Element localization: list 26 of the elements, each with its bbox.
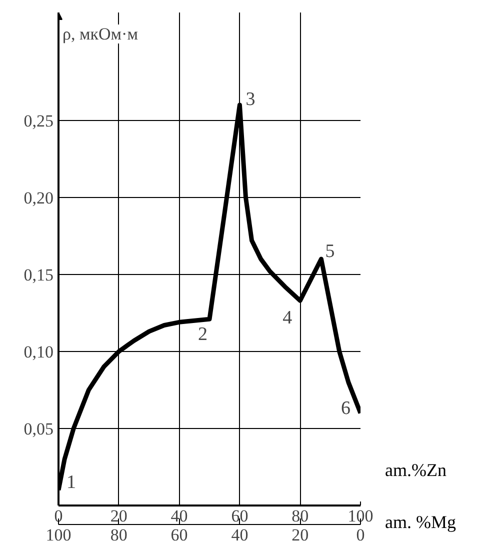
x2-tick-label: 100 xyxy=(46,526,72,543)
x-tick-label: 60 xyxy=(231,506,248,526)
x-axis-title: am.%Zn xyxy=(385,459,446,482)
x-tick-label: 100 xyxy=(348,506,374,526)
x2-tick-label: 20 xyxy=(292,526,309,543)
x2-tick-label: 0 xyxy=(356,526,365,543)
y-tick-label: 0,05 xyxy=(24,419,54,438)
y-axis-title: ρ, мкОм·м xyxy=(62,24,138,44)
y-tick-label: 0,10 xyxy=(24,342,54,362)
x2-tick-label: 40 xyxy=(231,526,248,543)
x2-tick-label: 60 xyxy=(170,526,188,543)
x2-axis-title: am. %Mg xyxy=(385,511,456,534)
annotation: 6 xyxy=(341,398,350,420)
x-tick-label: 20 xyxy=(110,506,128,526)
y-tick-label: 0,20 xyxy=(24,188,54,208)
x-tick-label: 40 xyxy=(170,506,188,526)
annotation: 2 xyxy=(198,324,208,346)
annotation: 1 xyxy=(66,472,76,494)
annotation: 5 xyxy=(325,241,335,262)
y-tick-label: 0,25 xyxy=(24,111,54,130)
annotation: 4 xyxy=(282,308,293,329)
x-tick-label: 0 xyxy=(54,506,63,526)
y-tick-label: 0,15 xyxy=(24,265,54,284)
annotation: 3 xyxy=(246,88,256,110)
x2-tick-label: 80 xyxy=(110,526,128,543)
x-tick-label: 80 xyxy=(292,506,309,526)
